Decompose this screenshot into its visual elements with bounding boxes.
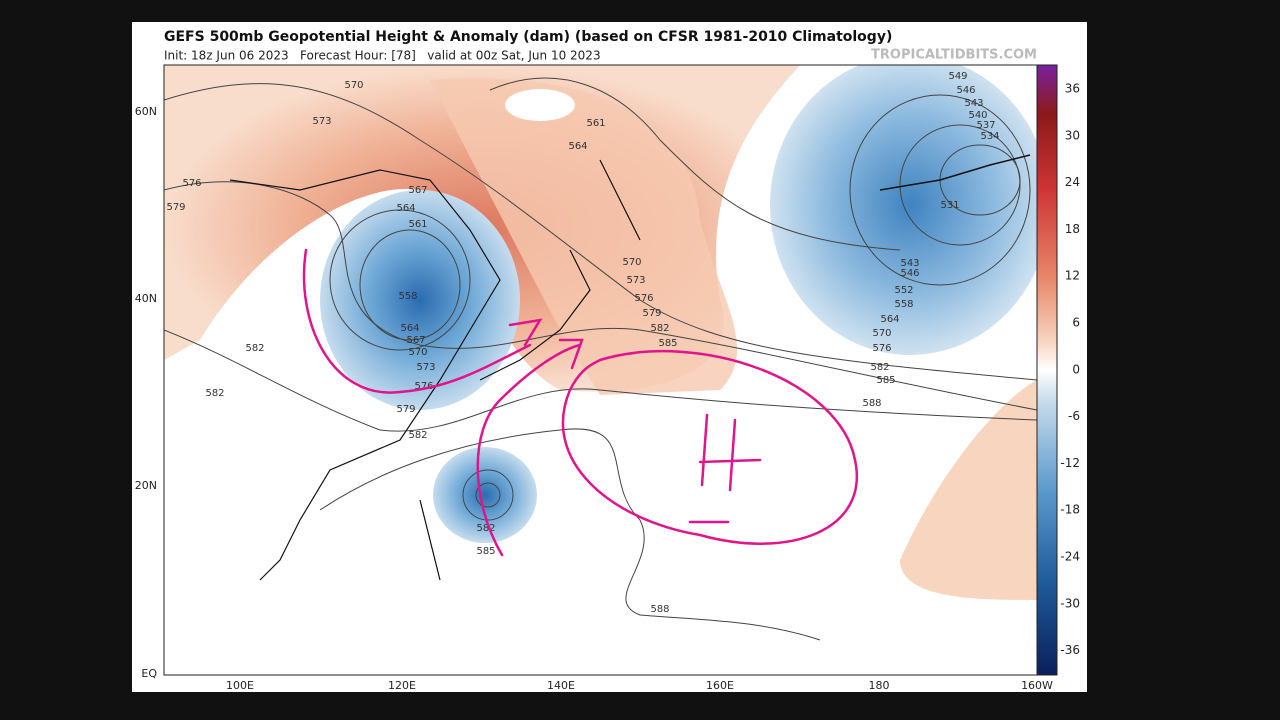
colorbar-label: -36: [1060, 643, 1080, 657]
contour-label: 585: [658, 338, 677, 349]
contour-label: 576: [414, 381, 433, 392]
colorbar-label: -30: [1060, 596, 1080, 610]
lat-label: 40N: [135, 292, 157, 305]
contour-label: 567: [406, 335, 425, 346]
contour-label: 561: [408, 219, 427, 230]
map: [164, 65, 1037, 675]
contour-label: 558: [398, 291, 417, 302]
colorbar-label: -12: [1060, 456, 1080, 470]
lon-labels: 100E 120E 140E 160E 180 160W: [226, 679, 1053, 692]
contour-label: 582: [245, 343, 264, 354]
contour-label: 570: [872, 328, 891, 339]
contour-label: 579: [642, 308, 661, 319]
contour-label: 573: [626, 275, 645, 286]
colorbar-label: 12: [1065, 269, 1080, 283]
lon-label: 120E: [388, 679, 416, 692]
contour-label: 549: [948, 71, 967, 82]
contour-label: 582: [476, 523, 495, 534]
lat-labels: 60N 40N 20N EQ: [135, 105, 158, 680]
contour-label: 531: [940, 200, 959, 211]
colorbar-label: -18: [1060, 503, 1080, 517]
colorbar-label: -24: [1060, 550, 1080, 564]
contour-labels: 5705735765795675645615585645675705735765…: [166, 71, 999, 615]
colorbar-label: 6: [1072, 316, 1080, 330]
contour-label: 570: [344, 80, 363, 91]
contour-label: 552: [894, 285, 913, 296]
contour-label: 564: [396, 203, 415, 214]
contour-label: 576: [872, 343, 891, 354]
contour-label: 564: [568, 141, 587, 152]
contour-label: 546: [956, 85, 975, 96]
colorbar-label: 36: [1065, 82, 1080, 96]
contour-label: 540: [968, 110, 987, 121]
contour-label: 546: [900, 268, 919, 279]
contour-label: 582: [650, 323, 669, 334]
colorbar-label: 18: [1065, 222, 1080, 236]
lat-label: 20N: [135, 479, 157, 492]
lon-label: 140E: [547, 679, 575, 692]
contour-label: 564: [400, 323, 419, 334]
contour-label: 561: [586, 118, 605, 129]
contour-label: 564: [880, 314, 899, 325]
contour-label: 588: [862, 398, 881, 409]
lat-label: EQ: [141, 667, 157, 680]
contour-label: 543: [964, 98, 983, 109]
lon-label: 180: [869, 679, 890, 692]
colorbar-label: 0: [1072, 362, 1080, 376]
contour-label: 582: [408, 430, 427, 441]
title: GEFS 500mb Geopotential Height & Anomaly…: [164, 29, 892, 45]
contour-label: 585: [476, 546, 495, 557]
contour-label: 573: [416, 362, 435, 373]
lon-label: 160W: [1021, 679, 1053, 692]
lon-label: 160E: [706, 679, 734, 692]
contour-label: 570: [622, 257, 641, 268]
contour-label: 573: [312, 116, 331, 127]
contour-label: 585: [876, 375, 895, 386]
contour-label: 588: [650, 604, 669, 615]
contour-label: 582: [870, 362, 889, 373]
lon-label: 100E: [226, 679, 254, 692]
contour-label: 579: [396, 404, 415, 415]
brand: TROPICALTIDBITS.COM: [871, 48, 1037, 63]
contour-label: 579: [166, 202, 185, 213]
contour-label: 558: [894, 299, 913, 310]
contour-label: 543: [900, 258, 919, 269]
colorbar: [1036, 64, 1058, 676]
contour-label: 534: [980, 131, 999, 142]
contour-label: 576: [634, 293, 653, 304]
contour-label: 567: [408, 185, 427, 196]
colorbar-label: -6: [1068, 409, 1080, 423]
subtitle: Init: 18z Jun 06 2023 Forecast Hour: [78…: [164, 49, 601, 63]
colorbar-labels: 36 30 24 18 12 6 0 -6 -12 -18 -24 -30 -36: [1060, 82, 1080, 658]
contour-label: 570: [408, 347, 427, 358]
annotations: [302, 248, 858, 557]
contour-label: 576: [182, 178, 201, 189]
colorbar-label: 24: [1065, 175, 1080, 189]
contour-label: 582: [205, 388, 224, 399]
colorbar-label: 30: [1065, 128, 1080, 142]
lat-label: 60N: [135, 105, 157, 118]
contour-label: 537: [976, 120, 995, 131]
